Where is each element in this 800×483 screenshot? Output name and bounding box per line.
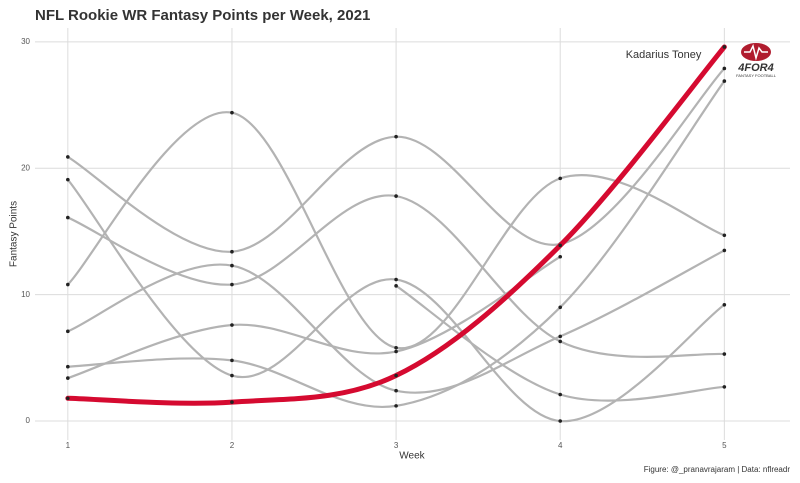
point [66,282,70,287]
series [66,79,727,409]
point [66,364,70,369]
point [394,134,398,139]
logo-text: 4FOR4 [737,62,773,74]
point [394,345,398,350]
point [394,349,398,354]
point [66,376,70,380]
point [722,45,727,49]
point [558,334,563,339]
point [722,248,727,253]
point [558,339,563,344]
x-tick-label: 3 [394,441,399,450]
point [66,177,70,182]
point [230,323,234,327]
point [230,400,234,404]
series [66,254,563,380]
point [722,302,727,307]
point [722,66,727,71]
point [66,155,70,159]
series-annotation: Kadarius Toney [626,49,702,61]
point [558,305,563,310]
y-tick-label: 30 [21,37,30,46]
line [66,255,562,380]
x-tick-label: 1 [66,441,71,450]
logo-pulse [744,43,768,61]
point [394,277,398,282]
x-tick-label: 2 [230,441,235,450]
chart-title: NFL Rookie WR Fantasy Points per Week, 2… [35,7,370,24]
logo-subtitle: FANTASY FOOTBALL [736,73,777,78]
series [66,194,727,358]
point [230,358,234,363]
series [65,44,727,406]
logo: 4FOR4 FANTASY FOOTBALL [736,43,777,78]
point [230,282,234,287]
highlight-line [65,44,727,406]
point [394,284,398,288]
point [558,254,563,259]
point [394,404,398,408]
point [558,392,563,397]
point [722,233,727,238]
y-tick-label: 20 [21,163,30,172]
point [66,396,70,401]
caption: Figure: @_pranavrajaram | Data: nflreadr [644,465,791,474]
point [394,373,398,378]
x-axis-label: Week [399,451,425,462]
point [558,243,563,248]
point [394,194,398,198]
logo-ball [741,43,771,61]
x-tick-label: 5 [722,441,727,450]
point [230,249,234,254]
point [230,373,234,378]
series [66,248,727,394]
series [394,284,727,402]
line [66,79,726,409]
point [722,352,727,356]
point [558,176,563,181]
line [66,111,726,350]
point [230,110,234,115]
point [394,388,398,393]
point [66,215,70,220]
series [66,110,727,350]
point [230,263,234,268]
point [722,79,727,83]
point [558,419,563,423]
y-tick-label: 10 [21,290,30,299]
series [66,177,727,423]
point [722,385,727,389]
x-tick-label: 4 [558,441,563,450]
y-tick-label: 0 [26,416,31,425]
point [66,329,70,334]
y-axis-label: Fantasy Points [9,201,20,267]
